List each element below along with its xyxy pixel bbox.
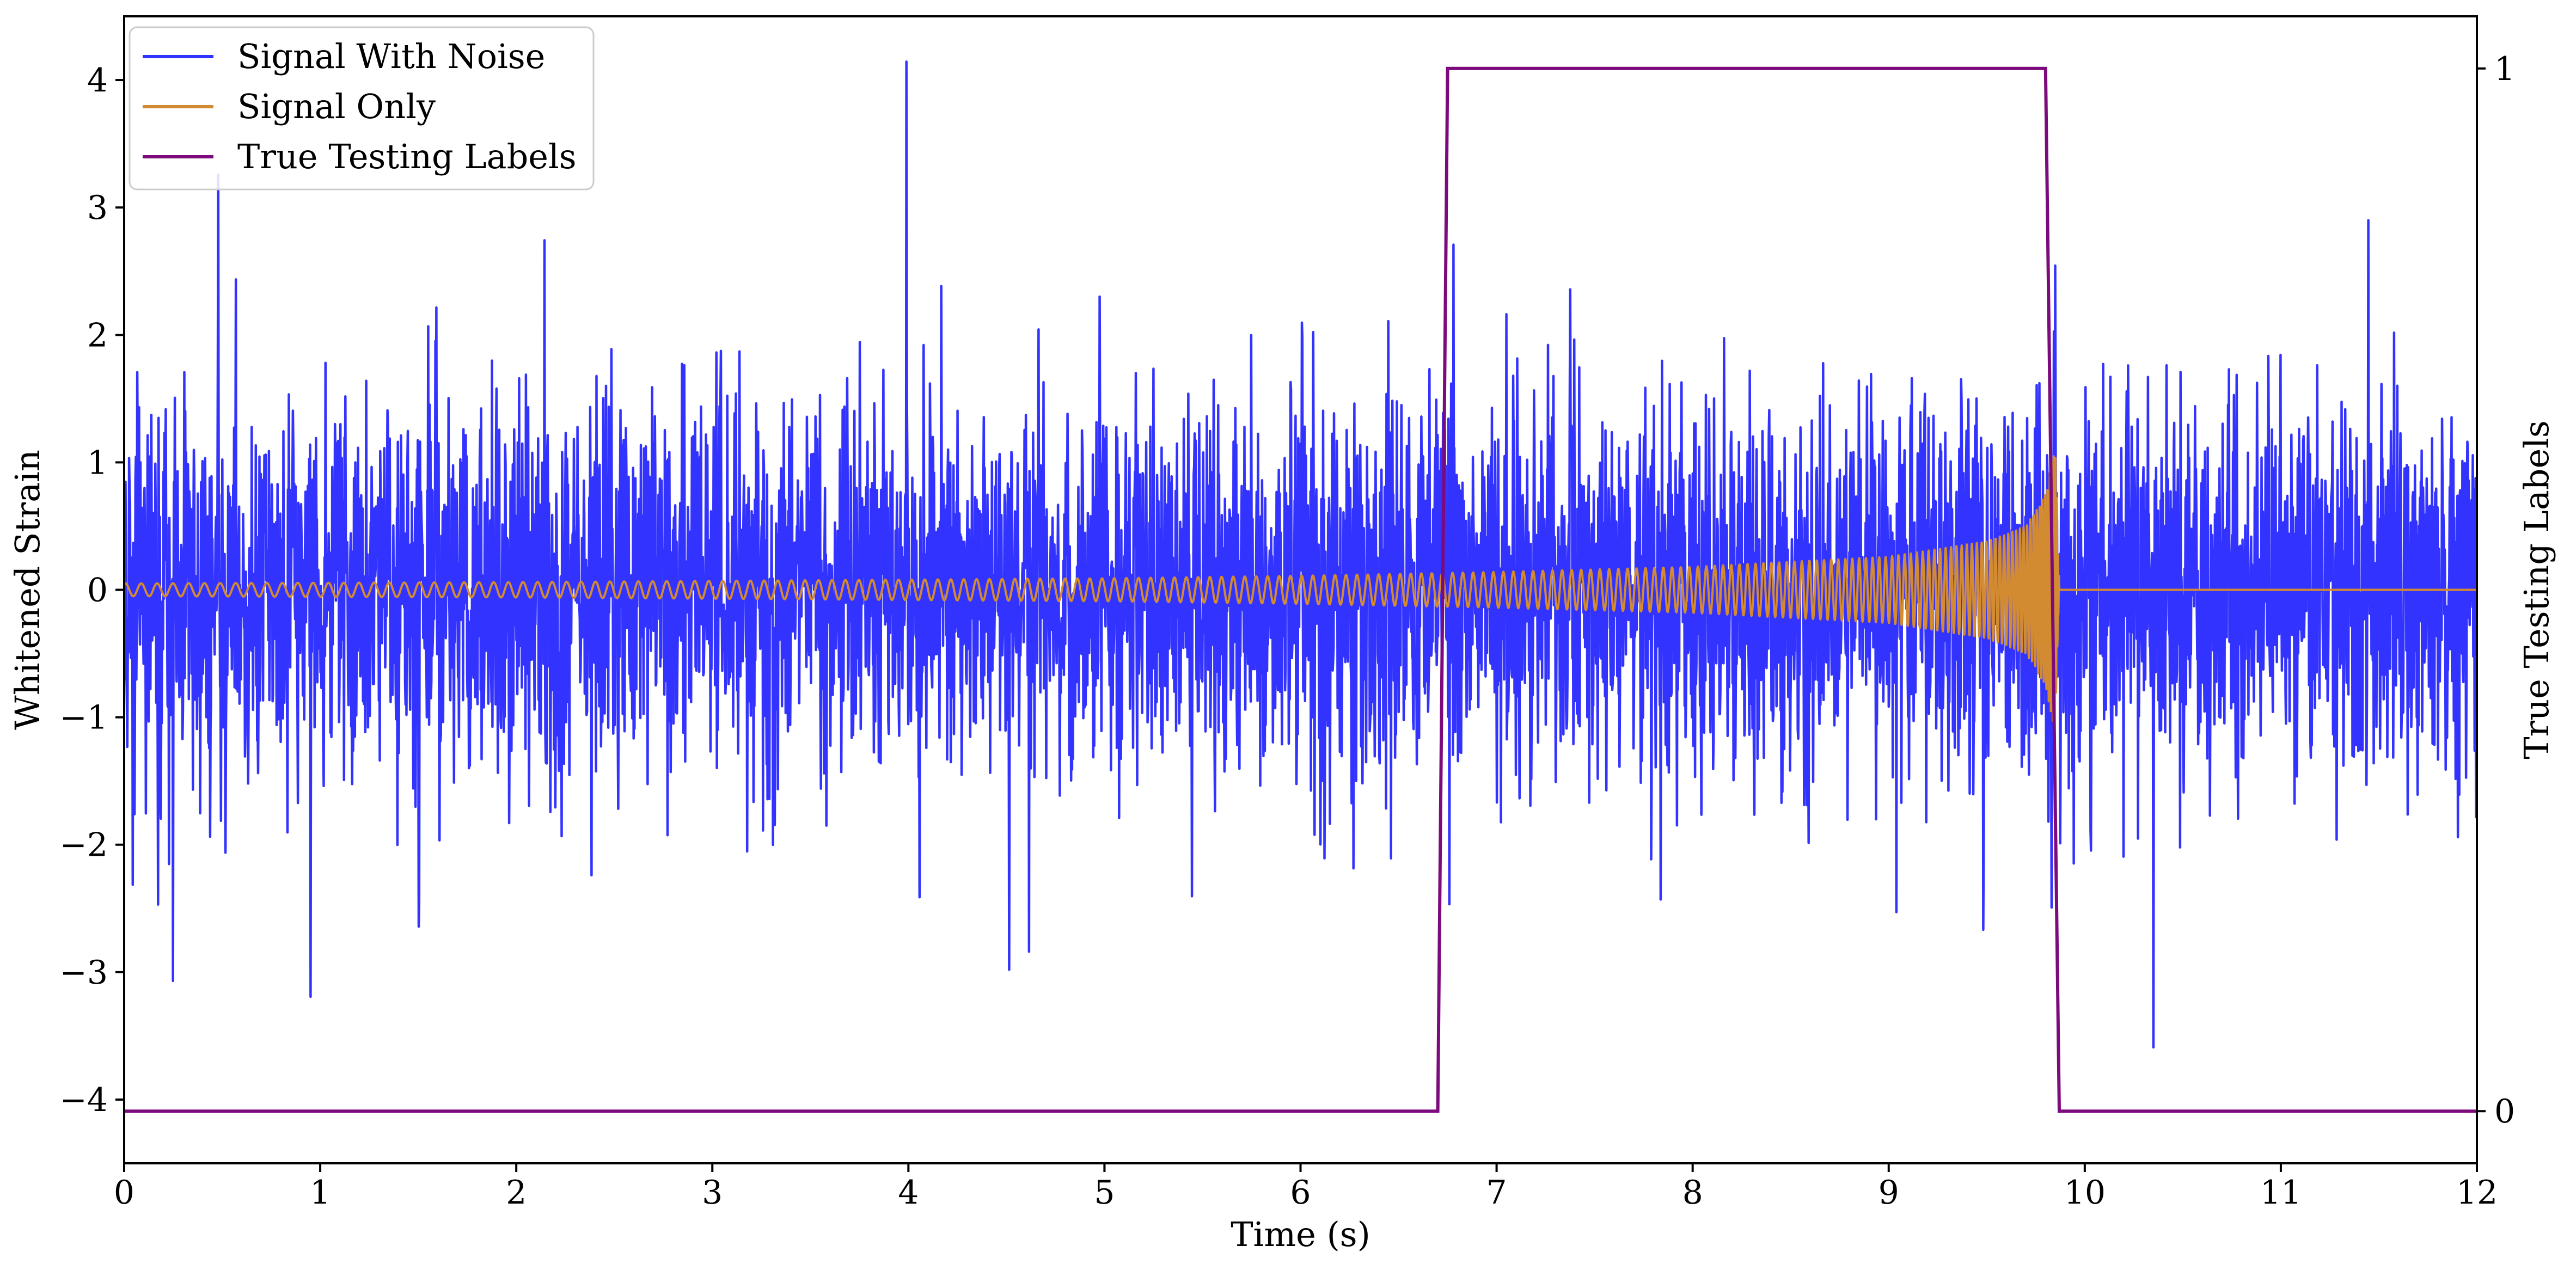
x-tick-label: 1 <box>310 1174 331 1212</box>
y2-tick-label: 1 <box>2494 50 2515 88</box>
series-true-testing-labels <box>124 66 2477 1113</box>
x-tick-label: 5 <box>1094 1174 1115 1212</box>
y-axis-right: 01 <box>2477 50 2515 1131</box>
x-axis-title: Time (s) <box>1231 1214 1370 1254</box>
x-tick-label: 9 <box>1879 1174 1899 1212</box>
x-tick-label: 3 <box>702 1174 723 1212</box>
y-tick-label: 1 <box>87 444 108 482</box>
signal-with-noise-line <box>124 60 2477 1049</box>
x-tick-label: 10 <box>2064 1174 2106 1212</box>
y-tick-label: −4 <box>60 1081 108 1119</box>
legend-label: True Testing Labels <box>237 137 577 176</box>
x-tick-label: 0 <box>114 1174 134 1212</box>
series-signal-with-noise <box>124 60 2477 1049</box>
plot-area <box>124 60 2477 1113</box>
x-axis: 0 1 2 3 4 5 6 7 8 9 10 11 12 <box>114 1163 2498 1212</box>
y2-axis-title: True Testing Labels <box>2517 420 2556 759</box>
y-tick-label: 4 <box>87 62 108 100</box>
series-signal-only <box>124 455 2477 722</box>
legend-label: Signal Only <box>237 87 436 126</box>
signal-only-line <box>124 455 2477 722</box>
x-tick-label: 7 <box>1486 1174 1507 1212</box>
y-tick-label: −1 <box>60 699 108 737</box>
y-tick-label: −3 <box>60 954 108 992</box>
legend-label: Signal With Noise <box>237 36 545 76</box>
y-axis-left: −4 −3 −2 −1 0 1 2 3 4 <box>60 62 124 1119</box>
y-tick-label: 0 <box>87 572 108 610</box>
x-tick-label: 8 <box>1682 1174 1703 1212</box>
x-tick-label: 2 <box>506 1174 527 1212</box>
x-tick-label: 4 <box>898 1174 919 1212</box>
legend-box <box>129 26 595 191</box>
y-tick-label: −2 <box>60 826 108 864</box>
true-testing-labels-line <box>124 66 2477 1113</box>
legend: Signal With Noise Signal Only True Testing… <box>129 26 595 191</box>
y-axis-title: Whitened Strain <box>8 450 47 730</box>
x-tick-label: 12 <box>2456 1174 2498 1212</box>
y-tick-label: 3 <box>87 189 108 227</box>
y-tick-label: 2 <box>87 316 108 354</box>
y2-tick-label: 0 <box>2494 1093 2515 1131</box>
x-tick-label: 6 <box>1290 1174 1311 1212</box>
x-tick-label: 11 <box>2260 1174 2302 1212</box>
